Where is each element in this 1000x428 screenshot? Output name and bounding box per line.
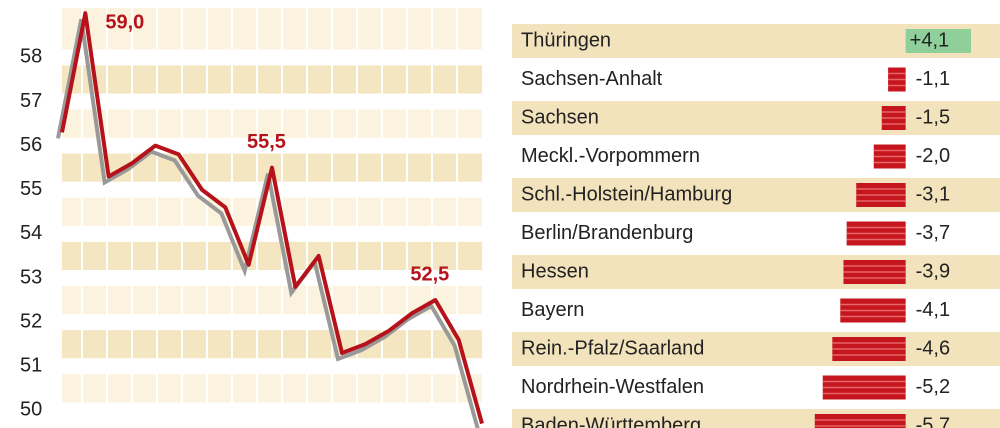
y-tick-label: 55: [20, 178, 42, 200]
value-label: 59,0: [105, 12, 144, 34]
value-label: -5,2: [916, 376, 950, 398]
y-tick-label: 54: [20, 222, 42, 244]
category-label: Berlin/Brandenburg: [521, 222, 693, 244]
value-label: -1,5: [916, 106, 950, 128]
category-label: Baden-Württemberg: [521, 414, 701, 428]
bar: [905, 29, 971, 53]
value-label: -3,7: [916, 222, 950, 244]
category-label: Sachsen-Anhalt: [521, 68, 663, 90]
y-tick-label: 50: [20, 399, 42, 421]
value-label: 55,5: [247, 131, 286, 153]
category-label: Sachsen: [521, 106, 599, 128]
band: [62, 65, 482, 94]
category-label: Bayern: [521, 299, 584, 321]
row-band: [512, 255, 1000, 289]
value-label: -5,7: [916, 414, 950, 428]
value-label: +4,1: [910, 29, 949, 51]
value-label: -1,1: [916, 68, 950, 90]
y-tick-label: 58: [20, 46, 42, 68]
category-label: Hessen: [521, 260, 589, 282]
value-label: -4,6: [916, 337, 950, 359]
category-label: Rein.-Pfalz/Saarland: [521, 337, 704, 359]
value-label: -2,0: [916, 145, 950, 167]
row-band: [512, 101, 1000, 135]
category-label: Thüringen: [521, 29, 611, 51]
y-tick-label: 53: [20, 266, 42, 288]
y-tick-label: 57: [20, 90, 42, 112]
bar: [814, 414, 906, 428]
y-tick-label: 52: [20, 310, 42, 332]
band: [62, 330, 482, 359]
row-band: [512, 178, 1000, 212]
row-band: [512, 332, 1000, 366]
y-tick-label: 51: [20, 355, 42, 377]
category-label: Schl.-Holstein/Hamburg: [521, 183, 732, 205]
line-shadow: [56, 18, 480, 428]
y-tick-label: 56: [20, 134, 42, 156]
category-label: Meckl.-Vorpommern: [521, 145, 700, 167]
value-label: -3,9: [916, 260, 950, 282]
value-label: 52,5: [410, 263, 449, 285]
line: [60, 11, 484, 425]
band: [62, 374, 482, 403]
category-label: Nordrhein-Westfalen: [521, 376, 704, 398]
value-label: -4,1: [916, 299, 950, 321]
value-label: -3,1: [916, 183, 950, 205]
